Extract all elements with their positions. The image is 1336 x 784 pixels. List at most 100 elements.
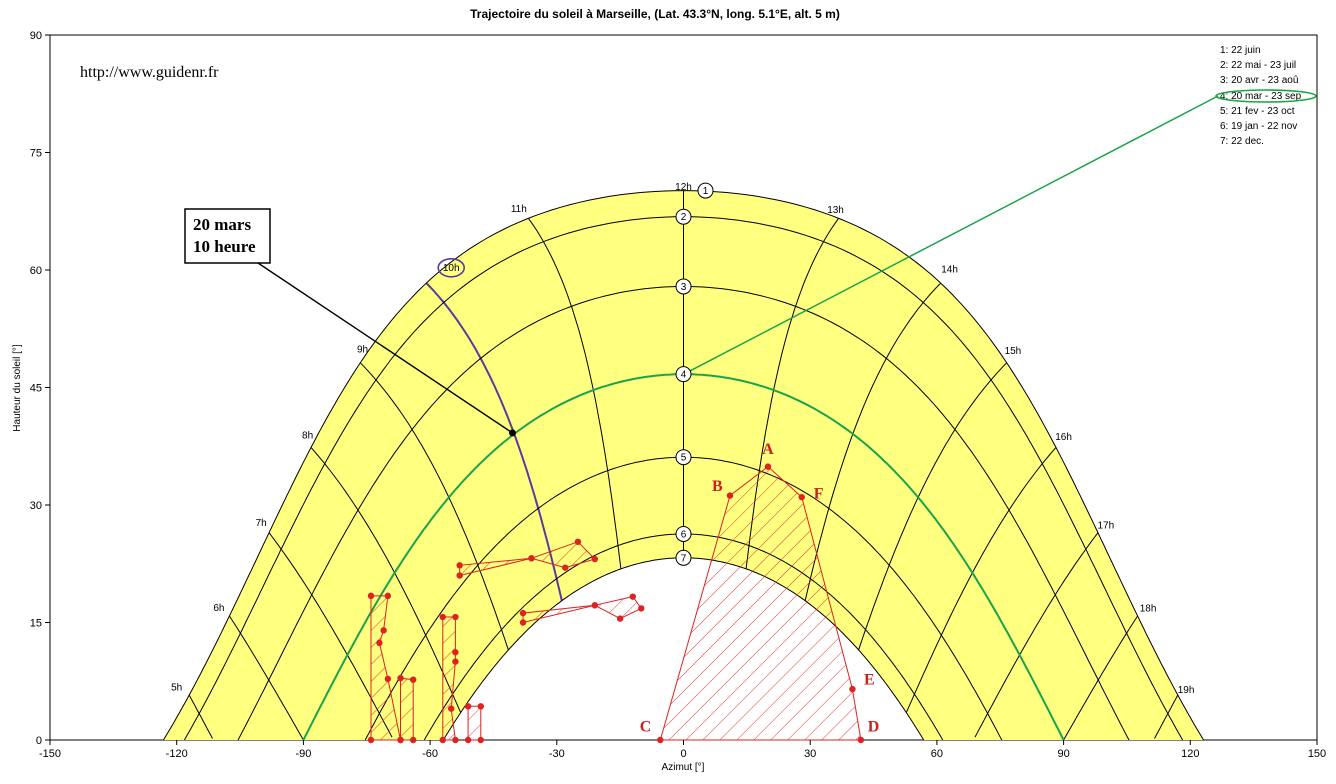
curve-number-circle [675,208,692,225]
hour-label: 9h [357,344,368,355]
curve-number: 3 [681,282,687,293]
hour-line [188,694,213,739]
x-tick-label: -90 [295,748,311,760]
obstacle-point [574,538,582,546]
obstacle-point [657,736,664,744]
legend-item: 5: 21 fev - 23 oct [1220,106,1295,117]
annotation-box [184,208,271,264]
legend-item: 4: 20 mar - 23 sep [1220,91,1302,102]
legend: 1: 22 juin 2: 22 mai - 23 juil 3: 20 avr… [1215,45,1317,147]
curve-number-circle [675,549,692,566]
y-tick-label: 30 [30,500,42,512]
obstacle-point [629,593,637,600]
obstacle-letter: E [864,671,875,688]
chart-title: Trajectoire du soleil à Marseille, (Lat.… [470,7,840,21]
annotation-line2: 10 heure [193,237,256,256]
x-tick-label: -60 [422,748,438,760]
source-url: http://www.guidenr.fr [80,64,219,81]
obstacle-letter: C [640,718,652,735]
hour-label: 12h [675,182,692,193]
obstacle-point [562,564,569,571]
hour-labels: 1 2 3 4 5 6 7 5h 6h 7h 8h 9h 10h 11h 12h 13h 14h 15h 16h 17… [171,182,1194,696]
y-tick-label: 75 [30,148,42,160]
legend-highlight-ellipse [1215,89,1317,103]
obstacle-point [380,627,387,634]
obstacle-point [452,736,459,744]
obstacle-point [456,572,463,579]
y-tick-label: 15 [30,618,42,630]
hour-label: 8h [302,430,313,441]
curve-number: 4 [681,370,687,381]
obstacle-shape [400,677,414,741]
curve-number-circle [675,366,692,383]
obstacle-point [376,639,383,647]
hour-label: 11h [511,204,527,215]
obstacle-point [798,493,805,501]
obstacles: A B F E C D [367,441,880,744]
x-tick-label: 120 [1181,748,1199,760]
obstacle-point [616,615,624,622]
curve-number-circle [675,525,692,542]
annotation-arrow [257,262,513,434]
obstacle-shape [522,596,643,624]
x-tick-label: 0 [680,748,686,760]
obstacle-point [528,555,535,562]
obstacle-point [764,463,772,470]
hour-label: 5h [171,683,182,694]
obstacle-point [452,649,459,656]
hour-label: 7h [256,518,267,529]
obstacle-letter: B [712,478,723,495]
obstacle-point [591,555,599,563]
obstacle-point [477,736,484,744]
obstacle-point [397,674,404,682]
annotation-line1: 20 mars [193,215,251,234]
legend-item: 3: 20 avr - 23 aoû [1220,75,1298,86]
curve-number: 1 [703,186,709,197]
hour-label: 18h [1140,604,1157,615]
obstacle-point [638,605,645,612]
hour-label: 17h [1097,521,1114,532]
x-tick-label: -150 [39,748,61,760]
curve-number: 5 [681,453,687,464]
y-tick-label: 90 [30,30,42,42]
hour-label: 10h [443,263,460,274]
x-tick-label: 60 [931,748,943,760]
obstacle-point [519,619,527,626]
hour-label: 14h [941,264,958,275]
obstacle-letter: F [814,486,824,503]
hour-label: 13h [827,205,844,216]
hour-label: 19h [1178,685,1195,696]
curve-number-circle [697,182,714,199]
obstacle-point [464,703,472,710]
legend-item: 6: 19 jan - 22 nov [1220,121,1297,132]
hour-line [974,532,1099,738]
highlight-ellipse [437,257,466,278]
curve-number: 6 [681,529,687,540]
obstacle-point [410,676,417,683]
obstacle-point [367,592,375,600]
axis-ticks: -150 -120 -90 -60 -30 0 30 60 90 120 1500153045607… [30,30,1326,760]
obstacle-shape [467,705,482,741]
obstacle-letter: D [868,718,880,735]
curve-number-circle [675,449,692,466]
obstacle-point [439,613,446,621]
obstacle-letter: A [762,441,774,458]
obstacle-point [849,685,856,693]
y-tick-label: 0 [36,735,42,747]
hour-line [228,615,304,741]
obstacle-point [452,658,459,665]
obstacle-point [857,736,865,744]
obstacle-point [726,492,734,499]
obstacle-point [410,736,417,744]
obstacle-point [456,562,463,569]
x-tick-label: 150 [1308,748,1326,760]
hour-label: 15h [1005,346,1022,357]
obstacle-point [367,736,375,744]
annotation-point [508,429,516,437]
legend-item: 7: 22 dec. [1220,136,1264,147]
y-tick-label: 60 [30,265,42,277]
obstacle-point [384,592,392,600]
x-tick-label: 90 [1057,748,1069,760]
annotation: 20 mars 10 heure [184,208,516,437]
